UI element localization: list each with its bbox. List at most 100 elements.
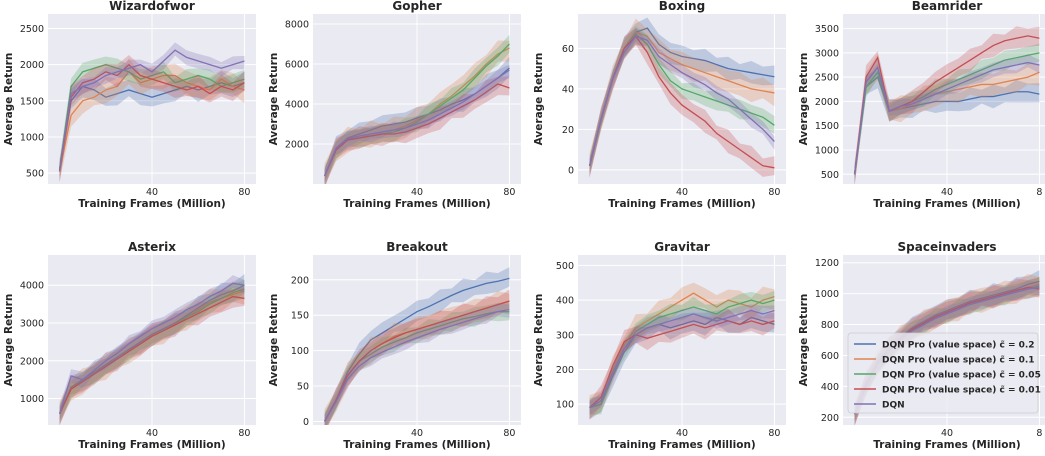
series-line-4 bbox=[853, 35, 1040, 175]
series-band-3 bbox=[59, 56, 245, 177]
y-axis-label: Average Return bbox=[3, 294, 15, 387]
y-axis-label: Average Return bbox=[533, 53, 545, 146]
x-tick-label: 40 bbox=[941, 187, 953, 198]
series-line-3 bbox=[58, 63, 245, 169]
x-tick-label: 40 bbox=[941, 428, 953, 439]
subplot-beamrider: 500 1000 1500 2000 2500 3000 3500 40 8 Beamrider T… bbox=[798, 0, 1045, 210]
series-group bbox=[323, 34, 510, 184]
subplot-gopher: 2000 4000 6000 8000 40 80 Gopher Training Frame… bbox=[268, 0, 521, 210]
series-line-1 bbox=[323, 277, 510, 422]
y-tick-label: 2000 bbox=[20, 60, 44, 71]
y-tick-label: 500 bbox=[821, 170, 839, 181]
y-tick-label: 50 bbox=[297, 382, 309, 393]
series-band-2 bbox=[59, 281, 245, 425]
series-band-4 bbox=[324, 76, 510, 184]
y-tick-label: 200 bbox=[556, 365, 574, 376]
y-axis-label: Average Return bbox=[533, 294, 545, 387]
x-tick-label: 40 bbox=[676, 187, 688, 198]
series-line-5 bbox=[58, 49, 245, 171]
y-tick-label: 200 bbox=[821, 413, 839, 424]
series-band-4 bbox=[589, 309, 775, 420]
y-tick-label: 0 bbox=[568, 165, 574, 176]
plot-title: Gopher bbox=[392, 0, 441, 13]
y-tick-label: 2000 bbox=[285, 140, 309, 151]
y-tick-label: 1500 bbox=[20, 96, 44, 107]
y-tick-label: 100 bbox=[556, 400, 574, 411]
x-tick-label: 80 bbox=[768, 428, 780, 439]
legend-label-2: DQN Pro (value space) c̃ = 0.1 bbox=[882, 355, 1035, 366]
y-tick-label: 20 bbox=[562, 125, 574, 136]
x-axis-label: Training Frames (Million) bbox=[873, 439, 1020, 451]
y-axis-label: Average Return bbox=[798, 294, 810, 387]
y-tick-label: 300 bbox=[556, 330, 574, 341]
y-tick-label: 500 bbox=[556, 261, 574, 272]
y-tick-label: 400 bbox=[556, 296, 574, 307]
series-group bbox=[853, 26, 1040, 184]
series-band-1 bbox=[59, 70, 245, 182]
series-band-4 bbox=[59, 286, 245, 425]
y-tick-label: 8000 bbox=[285, 20, 309, 31]
y-tick-label: 3000 bbox=[20, 319, 44, 330]
series-line-4 bbox=[323, 83, 510, 177]
x-tick-label: 8 bbox=[1036, 428, 1042, 439]
legend-label-4: DQN Pro (value space) c̃ = 0.01 bbox=[882, 385, 1041, 396]
x-tick-label: 8 bbox=[1036, 187, 1042, 198]
series-line-4 bbox=[323, 300, 510, 422]
x-tick-label: 80 bbox=[238, 187, 250, 198]
x-axis-label: Training Frames (Million) bbox=[78, 198, 225, 210]
x-tick-label: 80 bbox=[503, 428, 515, 439]
plot-title: Asterix bbox=[128, 240, 176, 254]
y-tick-label: 1200 bbox=[815, 258, 839, 269]
series-band-5 bbox=[854, 54, 1040, 182]
series-band-4 bbox=[324, 289, 510, 425]
y-tick-label: 1500 bbox=[815, 121, 839, 132]
y-tick-label: 40 bbox=[562, 84, 574, 95]
series-line-4 bbox=[58, 63, 245, 172]
series-line-2 bbox=[589, 292, 775, 409]
x-axis-label: Training Frames (Million) bbox=[873, 198, 1020, 210]
x-axis-label: Training Frames (Million) bbox=[608, 198, 755, 210]
series-band-3 bbox=[589, 26, 775, 174]
x-tick-label: 80 bbox=[503, 187, 515, 198]
y-tick-label: 150 bbox=[291, 311, 309, 322]
series-line-4 bbox=[58, 295, 245, 414]
x-axis-label: Training Frames (Million) bbox=[343, 439, 490, 451]
legend-label-1: DQN Pro (value space) c̃ = 0.2 bbox=[882, 340, 1035, 351]
series-band-3 bbox=[589, 290, 775, 415]
x-axis-label: Training Frames (Million) bbox=[343, 198, 490, 210]
series-band-1 bbox=[589, 17, 775, 178]
x-tick-label: 80 bbox=[768, 187, 780, 198]
series-group bbox=[589, 282, 775, 420]
series-line-5 bbox=[58, 282, 245, 414]
y-tick-label: 6000 bbox=[285, 60, 309, 71]
series-line-5 bbox=[323, 69, 510, 177]
legend-label-3: DQN Pro (value space) c̃ = 0.05 bbox=[882, 370, 1041, 381]
y-tick-label: 2000 bbox=[815, 97, 839, 108]
plot-title: Gravitar bbox=[654, 240, 710, 254]
y-tick-label: 2500 bbox=[815, 73, 839, 84]
x-tick-label: 40 bbox=[411, 428, 423, 439]
y-axis-label: Average Return bbox=[3, 53, 15, 146]
series-line-5 bbox=[853, 61, 1040, 175]
y-tick-label: 0 bbox=[303, 417, 309, 428]
plot-area bbox=[843, 14, 1045, 184]
series-band-4 bbox=[854, 26, 1040, 184]
series-line-1 bbox=[58, 284, 245, 414]
legend-label-5: DQN bbox=[882, 401, 905, 411]
y-axis-label: Average Return bbox=[268, 53, 280, 146]
series-band-3 bbox=[59, 279, 245, 421]
y-axis-label: Average Return bbox=[268, 294, 280, 387]
plot-title: Spaceinvaders bbox=[898, 240, 997, 254]
plot-title: Boxing bbox=[659, 0, 705, 13]
series-band-3 bbox=[854, 43, 1040, 182]
plot-title: Breakout bbox=[386, 240, 448, 254]
y-tick-label: 800 bbox=[821, 320, 839, 331]
y-tick-label: 4000 bbox=[285, 100, 309, 111]
y-tick-label: 3500 bbox=[815, 24, 839, 35]
y-tick-label: 600 bbox=[821, 351, 839, 362]
series-group bbox=[588, 17, 775, 178]
plot-title: Wizardofwor bbox=[109, 0, 195, 13]
x-tick-label: 40 bbox=[411, 187, 423, 198]
